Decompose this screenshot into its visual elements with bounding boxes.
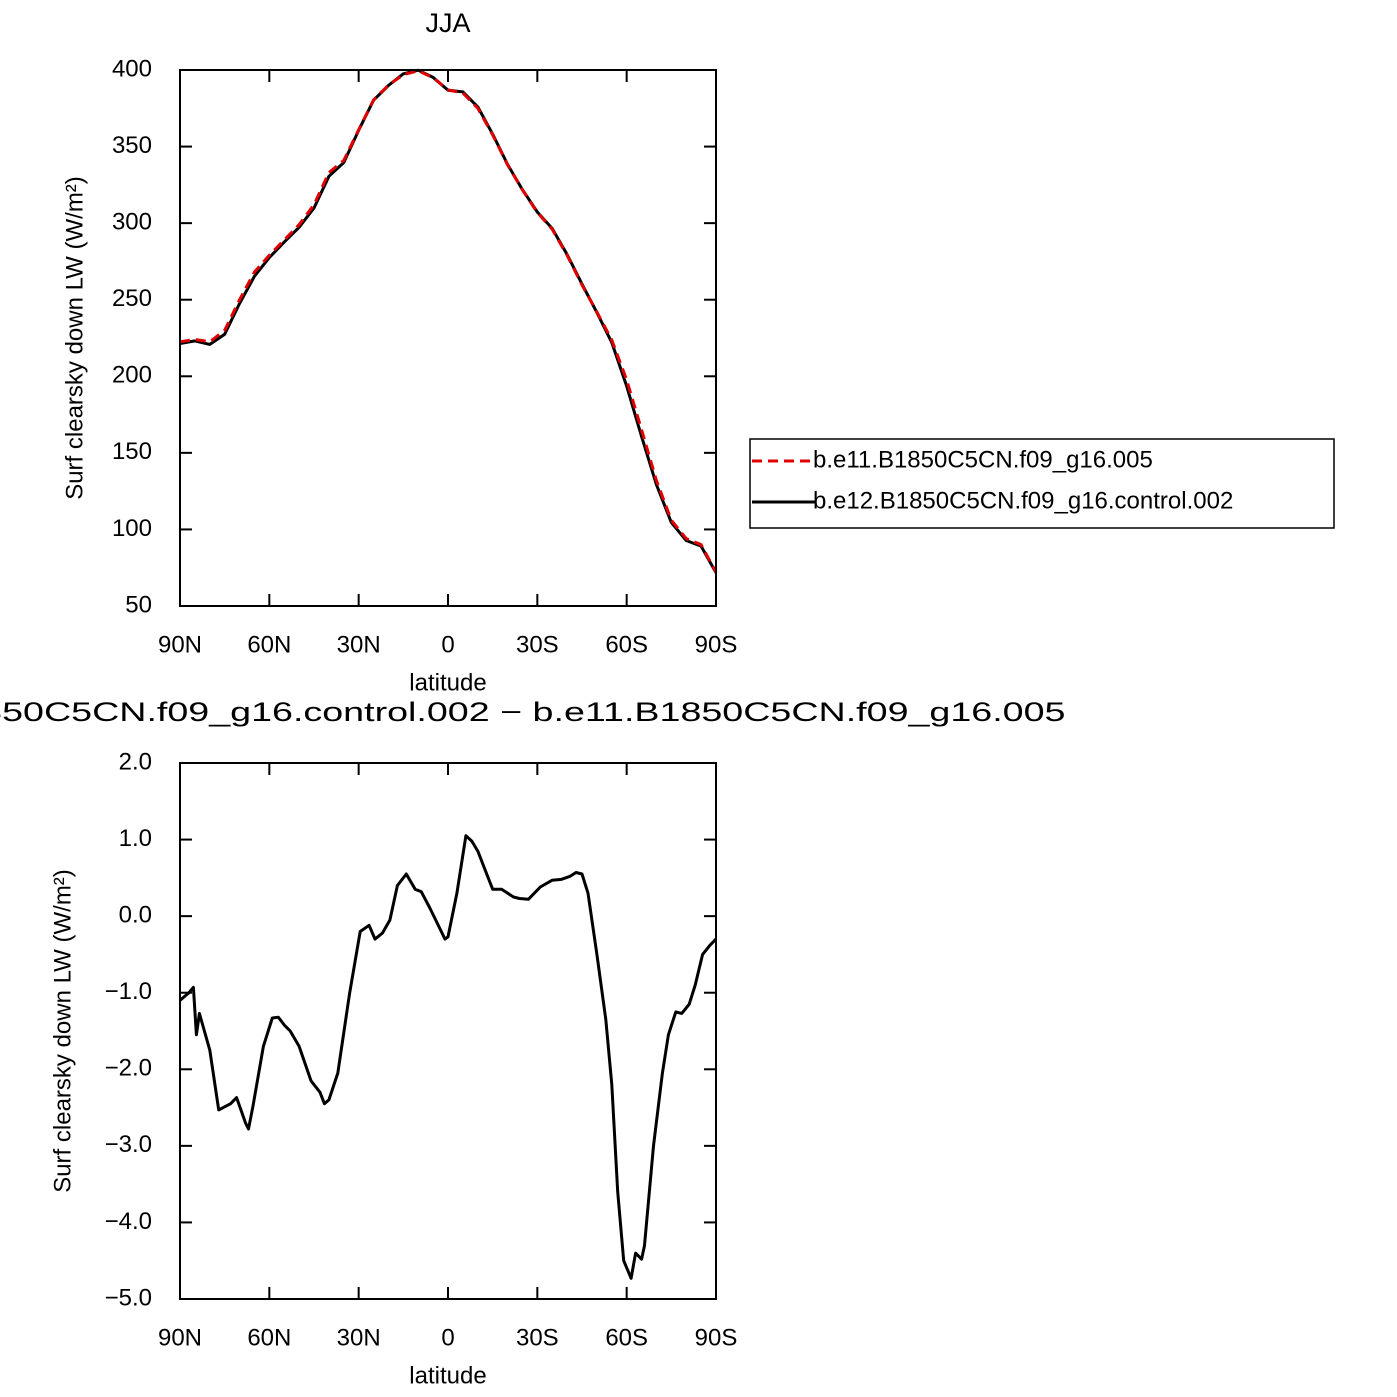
x-tick-label: 90N bbox=[158, 1324, 202, 1351]
x-tick-label: 60S bbox=[605, 1324, 648, 1351]
series-line bbox=[179, 68, 718, 574]
x-tick-label: 90N bbox=[158, 631, 202, 658]
x-tick-label: 30N bbox=[337, 631, 381, 658]
y-tick-label: 200 bbox=[112, 362, 152, 389]
plot-frame bbox=[179, 69, 717, 607]
legend-label: b.e12.B1850C5CN.f09_g16.control.002 bbox=[813, 487, 1233, 514]
y-tick-label: −4.0 bbox=[105, 1208, 152, 1235]
plot-frame bbox=[179, 762, 717, 1300]
y-tick-label: 1.0 bbox=[119, 825, 152, 852]
x-tick-label: 60S bbox=[605, 631, 648, 658]
y-tick-label: −2.0 bbox=[105, 1055, 152, 1082]
y-tick-label: 0.0 bbox=[119, 901, 152, 928]
y-tick-label: −5.0 bbox=[105, 1284, 152, 1311]
x-tick-label: 90S bbox=[695, 1324, 738, 1351]
x-axis-label: latitude bbox=[409, 1362, 486, 1389]
x-tick-label: 60N bbox=[247, 1324, 291, 1351]
y-tick-label: 2.0 bbox=[119, 748, 152, 775]
data-line bbox=[179, 834, 718, 1280]
y-axis-label: Surf clearsky down LW (W/m²) bbox=[61, 176, 88, 500]
x-tick-label: 60N bbox=[247, 631, 291, 658]
y-tick-label: −1.0 bbox=[105, 978, 152, 1005]
x-tick-label: 30S bbox=[516, 631, 559, 658]
y-tick-label: 400 bbox=[112, 55, 152, 82]
x-tick-label: 30S bbox=[516, 1324, 559, 1351]
y-tick-label: 150 bbox=[112, 438, 152, 465]
y-tick-label: 50 bbox=[125, 591, 152, 618]
legend-box bbox=[749, 438, 1335, 529]
y-axis-label: Surf clearsky down LW (W/m²) bbox=[49, 869, 76, 1193]
y-tick-label: −3.0 bbox=[105, 1131, 152, 1158]
x-tick-label: 0 bbox=[441, 631, 454, 658]
series-line bbox=[179, 69, 718, 574]
y-tick-label: 300 bbox=[112, 208, 152, 235]
chart-title: JJA bbox=[425, 8, 470, 38]
x-axis-label: latitude bbox=[409, 669, 486, 696]
y-tick-label: 100 bbox=[112, 515, 152, 542]
x-tick-label: 0 bbox=[441, 1324, 454, 1351]
x-tick-label: 30N bbox=[337, 1324, 381, 1351]
y-tick-label: 250 bbox=[112, 285, 152, 312]
legend-label: b.e11.B1850C5CN.f09_g16.005 bbox=[813, 446, 1153, 473]
y-tick-label: 350 bbox=[112, 132, 152, 159]
chart-title: b.e12.B1850C5CN.f09_g16.control.002 − b.… bbox=[0, 697, 1066, 727]
x-tick-label: 90S bbox=[695, 631, 738, 658]
